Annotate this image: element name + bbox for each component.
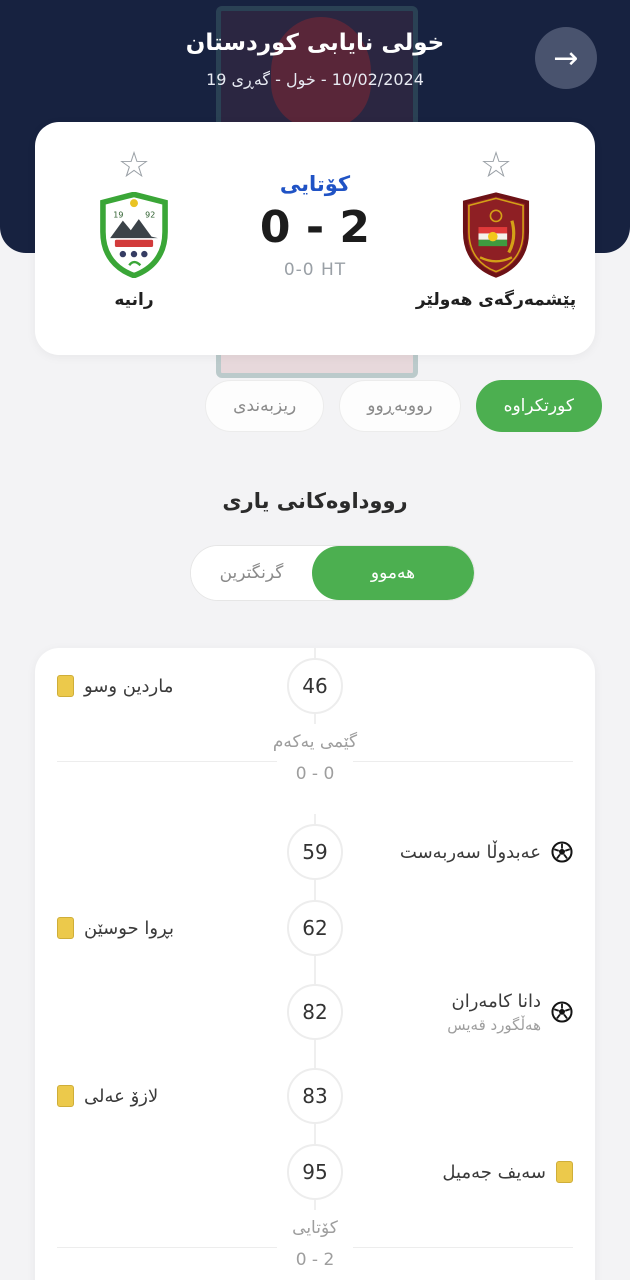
yellow-card-icon xyxy=(57,675,74,697)
arrow-right-icon: → xyxy=(553,40,579,76)
event-row: لازۆ عەلی 83 xyxy=(35,1058,595,1134)
goal-ball-icon xyxy=(551,841,573,863)
goal-ball-icon xyxy=(551,1001,573,1023)
event-minute-bubble: 46 xyxy=(287,658,343,714)
home-team-name[interactable]: پێشمەرگەی هەولێر xyxy=(415,290,577,310)
period-divider: کۆتایی 0 - 2 xyxy=(35,1210,595,1280)
emblem-flame-shape xyxy=(271,17,371,127)
match-score-card: ☆ 19 92 رانیە کۆتایی 0 - 2 0-0 HT ☆ xyxy=(35,122,595,355)
home-event-zone: دانا کامەران هەڵگورد قەیس xyxy=(375,991,595,1034)
divider-line xyxy=(57,761,277,762)
events-filter-toggle: هەموو گرنگترین xyxy=(190,545,475,601)
event-minute-bubble: 82 xyxy=(287,984,343,1040)
away-event-zone: ماردین وسو xyxy=(35,675,255,697)
home-team-column: ☆ پێشمەرگەی هەولێر xyxy=(415,148,577,355)
event-player-name[interactable]: لازۆ عەلی xyxy=(84,1085,159,1107)
events-list: ماردین وسو 46 گێمی یەکەم 0 - 0 59 عەبدوڵا سەر… xyxy=(35,648,595,1280)
event-minute-bubble: 62 xyxy=(287,900,343,956)
away-event-zone: لازۆ عەلی xyxy=(35,1085,255,1107)
minute-cell: 59 xyxy=(255,824,375,880)
period-label: گێمی یەکەم xyxy=(246,732,384,752)
league-title: خولی نایابی کوردستان xyxy=(185,30,445,56)
away-event-zone: بڕوا حوسێن xyxy=(35,917,255,939)
divider-line xyxy=(353,761,573,762)
svg-text:92: 92 xyxy=(145,210,155,219)
event-assist-name[interactable]: هەڵگورد قەیس xyxy=(447,1015,541,1034)
event-row: 59 عەبدوڵا سەربەست xyxy=(35,814,595,890)
event-row: 82 دانا کامەران هەڵگورد قەیس xyxy=(35,966,595,1058)
event-player-name[interactable]: ماردین وسو xyxy=(84,675,174,697)
filter-all-button[interactable]: هەموو xyxy=(312,546,474,600)
event-player-name[interactable]: بڕوا حوسێن xyxy=(84,917,175,939)
divider-line xyxy=(57,1247,277,1248)
events-timeline-card: ماردین وسو 46 گێمی یەکەم 0 - 0 59 عەبدوڵا سەر… xyxy=(35,648,595,1280)
event-minute-bubble: 59 xyxy=(287,824,343,880)
tab-head-to-head[interactable]: رووبەڕوو xyxy=(339,380,461,432)
period-label: کۆتایی xyxy=(266,1218,364,1238)
divider-line xyxy=(353,1247,573,1248)
away-favorite-star-icon[interactable]: ☆ xyxy=(117,145,151,186)
home-team-logo xyxy=(462,192,530,278)
minute-cell: 83 xyxy=(255,1068,375,1124)
back-button[interactable]: → xyxy=(535,27,597,89)
scorer-assist-block: دانا کامەران هەڵگورد قەیس xyxy=(447,991,541,1034)
event-row: بڕوا حوسێن 62 xyxy=(35,890,595,966)
event-minute-bubble: 95 xyxy=(287,1144,343,1200)
events-section-title: رووداوەکانی یاری xyxy=(222,489,408,513)
home-favorite-star-icon[interactable]: ☆ xyxy=(479,145,513,186)
home-event-zone: عەبدوڵا سەربەست xyxy=(375,841,595,863)
timeline-line xyxy=(314,648,316,1280)
match-date-round: 10/02/2024 - خول - گەڕی 19 xyxy=(206,70,424,89)
score-center-column: کۆتایی 0 - 2 0-0 HT xyxy=(215,148,415,355)
minute-cell: 62 xyxy=(255,900,375,956)
match-status-label: کۆتایی xyxy=(279,172,351,196)
minute-cell: 82 xyxy=(255,984,375,1040)
half-time-score: 0-0 HT xyxy=(283,260,347,280)
period-score: 0 - 0 xyxy=(295,764,335,784)
minute-cell: 46 xyxy=(255,658,375,714)
event-player-name[interactable]: سەیف جەمیل xyxy=(442,1161,546,1183)
away-team-column: ☆ 19 92 رانیە xyxy=(53,148,215,355)
full-time-score: 0 - 2 xyxy=(259,202,371,253)
minute-cell: 95 xyxy=(255,1144,375,1200)
match-tabs: کورتکراوە رووبەڕوو ریزبەندی xyxy=(0,380,630,432)
away-team-logo: 19 92 xyxy=(100,192,168,278)
period-divider: گێمی یەکەم 0 - 0 xyxy=(35,724,595,814)
tab-standings[interactable]: ریزبەندی xyxy=(205,380,325,432)
event-row: 95 سەیف جەمیل xyxy=(35,1134,595,1210)
event-player-name[interactable]: عەبدوڵا سەربەست xyxy=(399,841,541,863)
yellow-card-icon xyxy=(57,917,74,939)
event-minute-bubble: 83 xyxy=(287,1068,343,1124)
tab-summary[interactable]: کورتکراوە xyxy=(475,380,602,432)
event-player-name[interactable]: دانا کامەران xyxy=(451,990,542,1012)
svg-text:19: 19 xyxy=(113,210,123,219)
event-row: ماردین وسو 46 xyxy=(35,648,595,724)
away-team-name[interactable]: رانیە xyxy=(114,290,154,310)
filter-important-button[interactable]: گرنگترین xyxy=(191,546,312,600)
yellow-card-icon xyxy=(57,1085,74,1107)
home-event-zone: سەیف جەمیل xyxy=(375,1161,595,1183)
period-score: 0 - 2 xyxy=(295,1250,335,1270)
yellow-card-icon xyxy=(556,1161,573,1183)
